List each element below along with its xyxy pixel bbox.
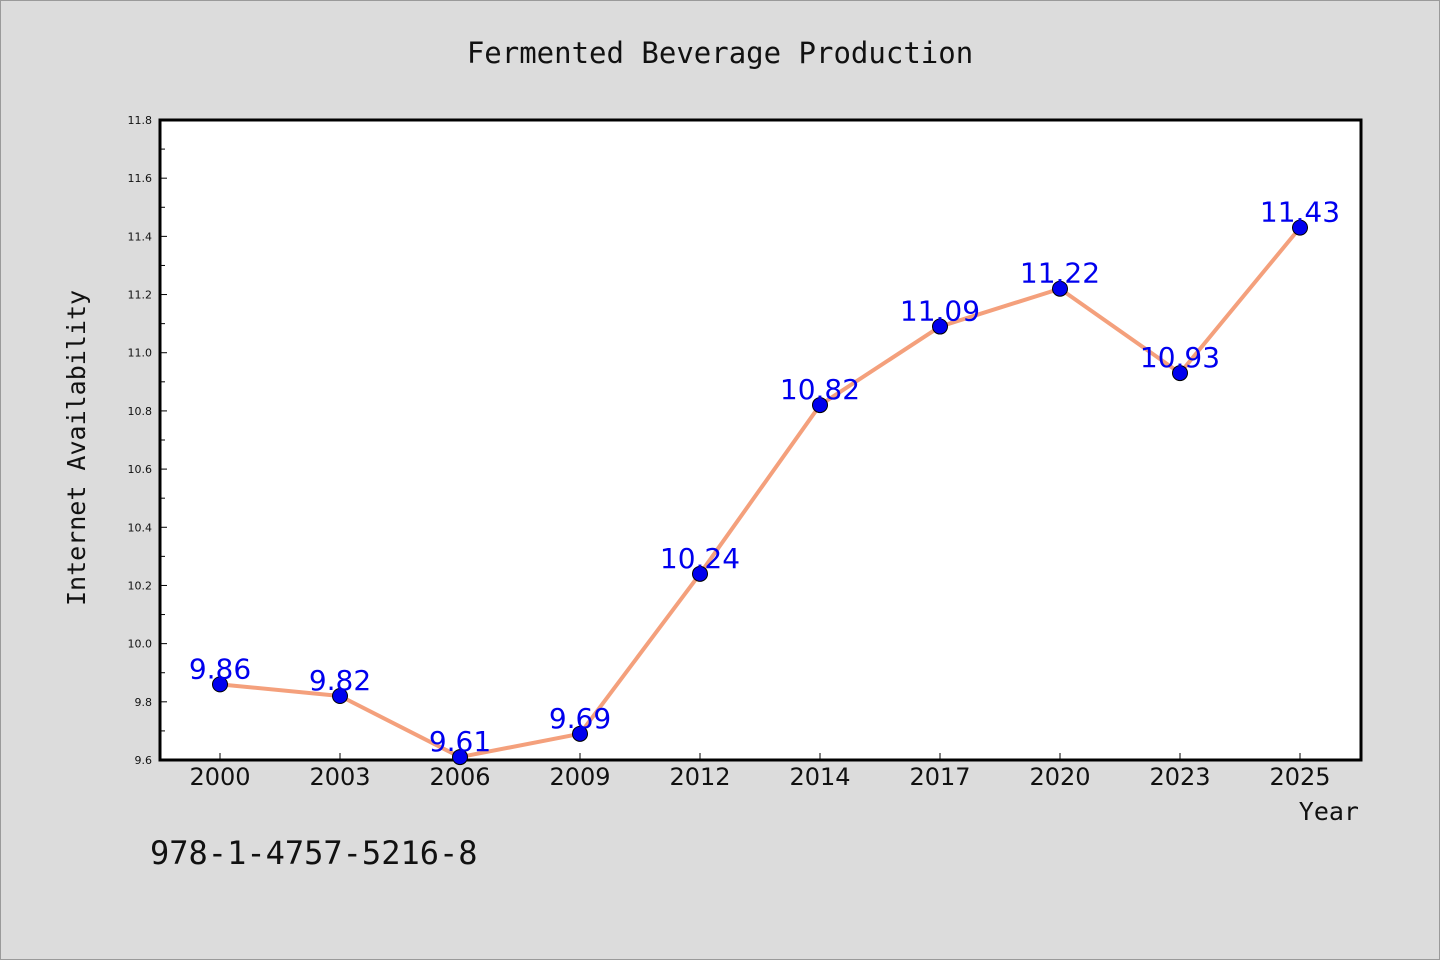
y-tick-label: 10.8 [128,405,153,418]
x-tick-label: 2000 [189,763,250,791]
y-tick-label: 10.4 [128,521,153,534]
data-label: 10.24 [660,542,740,575]
x-tick-label: 2009 [549,763,610,791]
y-tick-label: 10.6 [128,463,153,476]
data-label: 9.69 [549,702,611,735]
data-point-marker [812,397,828,414]
x-axis-label: Year [1299,797,1359,826]
series-line [219,226,1302,760]
data-point-marker [932,318,948,335]
x-tick-label: 2020 [1029,763,1090,791]
y-tick-label: 11.0 [128,347,153,360]
data-label: 9.86 [189,652,251,685]
data-point-marker [452,749,468,766]
y-tick-label: 11.8 [128,114,153,127]
y-tick-label: 11.6 [128,172,153,185]
y-tick-label: 10.2 [128,579,153,592]
data-label: 9.82 [309,664,371,697]
x-tick-label: 2017 [909,763,970,791]
data-point-marker [332,688,348,704]
y-axis-label: Internet Availability [62,290,91,606]
x-tick-label: 2023 [1149,763,1210,791]
y-tick-label: 11.4 [128,230,153,243]
data-point-marker [1052,280,1068,297]
plot-area [158,118,1363,762]
y-tick-label: 9.8 [135,696,153,709]
data-point-marker [1292,219,1308,236]
chart-title: Fermented Beverage Production [467,36,973,70]
data-label: 10.82 [780,373,860,406]
y-tick-label: 9.6 [135,754,153,767]
data-point-marker [1172,365,1188,382]
data-label: 11.22 [1020,257,1100,290]
x-tick-label: 2012 [669,763,730,791]
y-tick-label: 10.0 [128,638,153,651]
data-point-marker [212,676,228,693]
y-tick-label: 11.2 [128,289,153,302]
x-tick-label: 2014 [789,763,850,791]
x-tick-label: 2006 [429,763,490,791]
data-point-marker [692,565,708,582]
data-markers [212,219,1308,766]
data-label: 10.93 [1140,341,1220,374]
data-labels: 9.86 9.82 9.61 9.69 10.24 10.82 11.09 11.22 10.9… [189,196,1340,758]
data-label: 11.43 [1260,196,1340,229]
data-label: 11.09 [900,295,980,328]
data-point-marker [572,725,588,742]
isbn-text: 978-1-4757-5216-8 [150,834,478,872]
x-tick-label: 2003 [309,763,370,791]
data-label: 9.61 [429,725,491,758]
x-tick-label: 2025 [1269,763,1330,791]
x-axis: 2000 2003 2006 2009 2012 2014 2017 2020 2023 2025 [189,753,1331,791]
y-axis: 9.6 9.8 10.0 10.2 10.4 10.6 10.8 11.0 11.2 11.4 11… [128,114,167,767]
